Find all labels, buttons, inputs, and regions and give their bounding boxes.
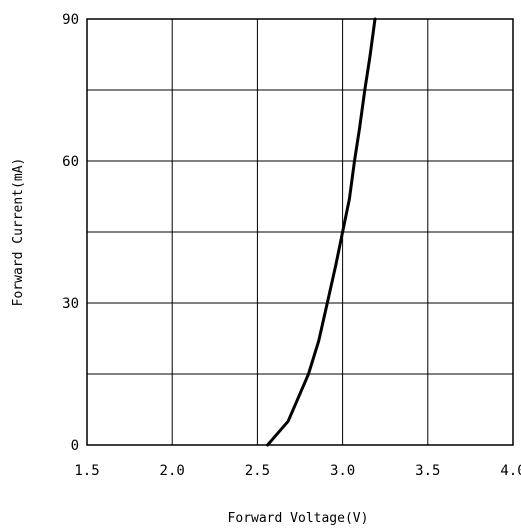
x-tick-label-4: 3.5: [415, 463, 440, 479]
plot-border: [86, 18, 514, 446]
x-tick-label-1: 2.0: [160, 463, 185, 479]
y-axis-ticks: 0 30 60 90: [62, 12, 79, 454]
y-tick-label-2: 60: [62, 154, 79, 170]
x-axis-ticks: 1.5 2.0 2.5 3.0 3.5 4.0: [74, 463, 521, 479]
y-tick-label-0: 0: [71, 438, 79, 454]
x-tick-label-0: 1.5: [74, 463, 99, 479]
x-tick-label-5: 4.0: [500, 463, 521, 479]
iv-curve-0: [266, 17, 377, 447]
x-tick-label-2: 2.5: [245, 463, 270, 479]
plot-frame: [86, 18, 514, 446]
y-tick-label-1: 30: [62, 296, 79, 312]
x-axis-label: Forward Voltage(V): [228, 511, 369, 526]
grid: [86, 18, 514, 446]
y-axis-label: Forward Current(mA): [11, 158, 26, 307]
x-tick-label-3: 3.0: [330, 463, 355, 479]
curve-layer: [266, 17, 377, 447]
y-tick-label-3: 90: [62, 12, 79, 28]
